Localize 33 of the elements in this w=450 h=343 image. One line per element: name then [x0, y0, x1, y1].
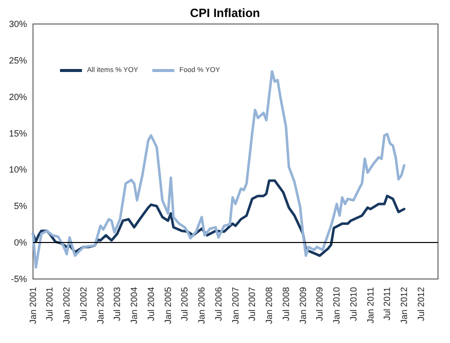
- x-tick-label: Jan 2012: [399, 287, 410, 324]
- y-tick-label: 20%: [8, 92, 27, 102]
- x-tick-label: Jul 2007: [247, 287, 258, 322]
- x-tick-label: Jan 2006: [196, 287, 207, 324]
- x-tick-label: Jul 2008: [281, 287, 291, 322]
- x-tick-label: Jul 2005: [180, 287, 190, 322]
- y-tick-label: 10%: [8, 164, 27, 175]
- x-tick-label: Jan 2009: [298, 287, 308, 324]
- x-tick-label: Jan 2005: [163, 287, 173, 324]
- x-tick-label: Jul 2012: [416, 287, 426, 322]
- x-tick-label: Jan 2003: [95, 287, 106, 324]
- y-tick-label: 15%: [8, 128, 27, 138]
- x-tick-label: Jul 2009: [314, 287, 325, 322]
- y-tick-label: 5%: [14, 201, 27, 212]
- x-tick-label: Jan 2007: [230, 287, 240, 324]
- x-tick-label: Jul 2006: [213, 287, 224, 322]
- x-tick-label: Jul 2003: [112, 287, 122, 322]
- x-tick-label: Jul 2002: [78, 287, 88, 322]
- x-tick-label: Jan 2008: [264, 287, 274, 324]
- x-tick-label: Jul 2010: [348, 287, 358, 322]
- y-tick-label: 25%: [8, 55, 27, 66]
- x-tick-label: Jan 2011: [365, 287, 376, 324]
- chart-title: CPI Inflation: [190, 6, 260, 20]
- x-tick-label: Jan 2004: [129, 287, 140, 324]
- x-tick-label: Jan 2002: [62, 287, 72, 324]
- y-tick-label: 0%: [14, 238, 27, 248]
- x-tick-label: Jul 2004: [146, 287, 156, 322]
- x-tick-label: Jan 2010: [332, 287, 342, 324]
- y-tick-label: -5%: [10, 274, 27, 284]
- x-tick-label: Jan 2001: [28, 287, 38, 324]
- x-tick-label: Jul 2001: [44, 287, 55, 322]
- x-tick-label: Jul 2011: [382, 287, 392, 320]
- y-tick-label: 30%: [8, 19, 27, 29]
